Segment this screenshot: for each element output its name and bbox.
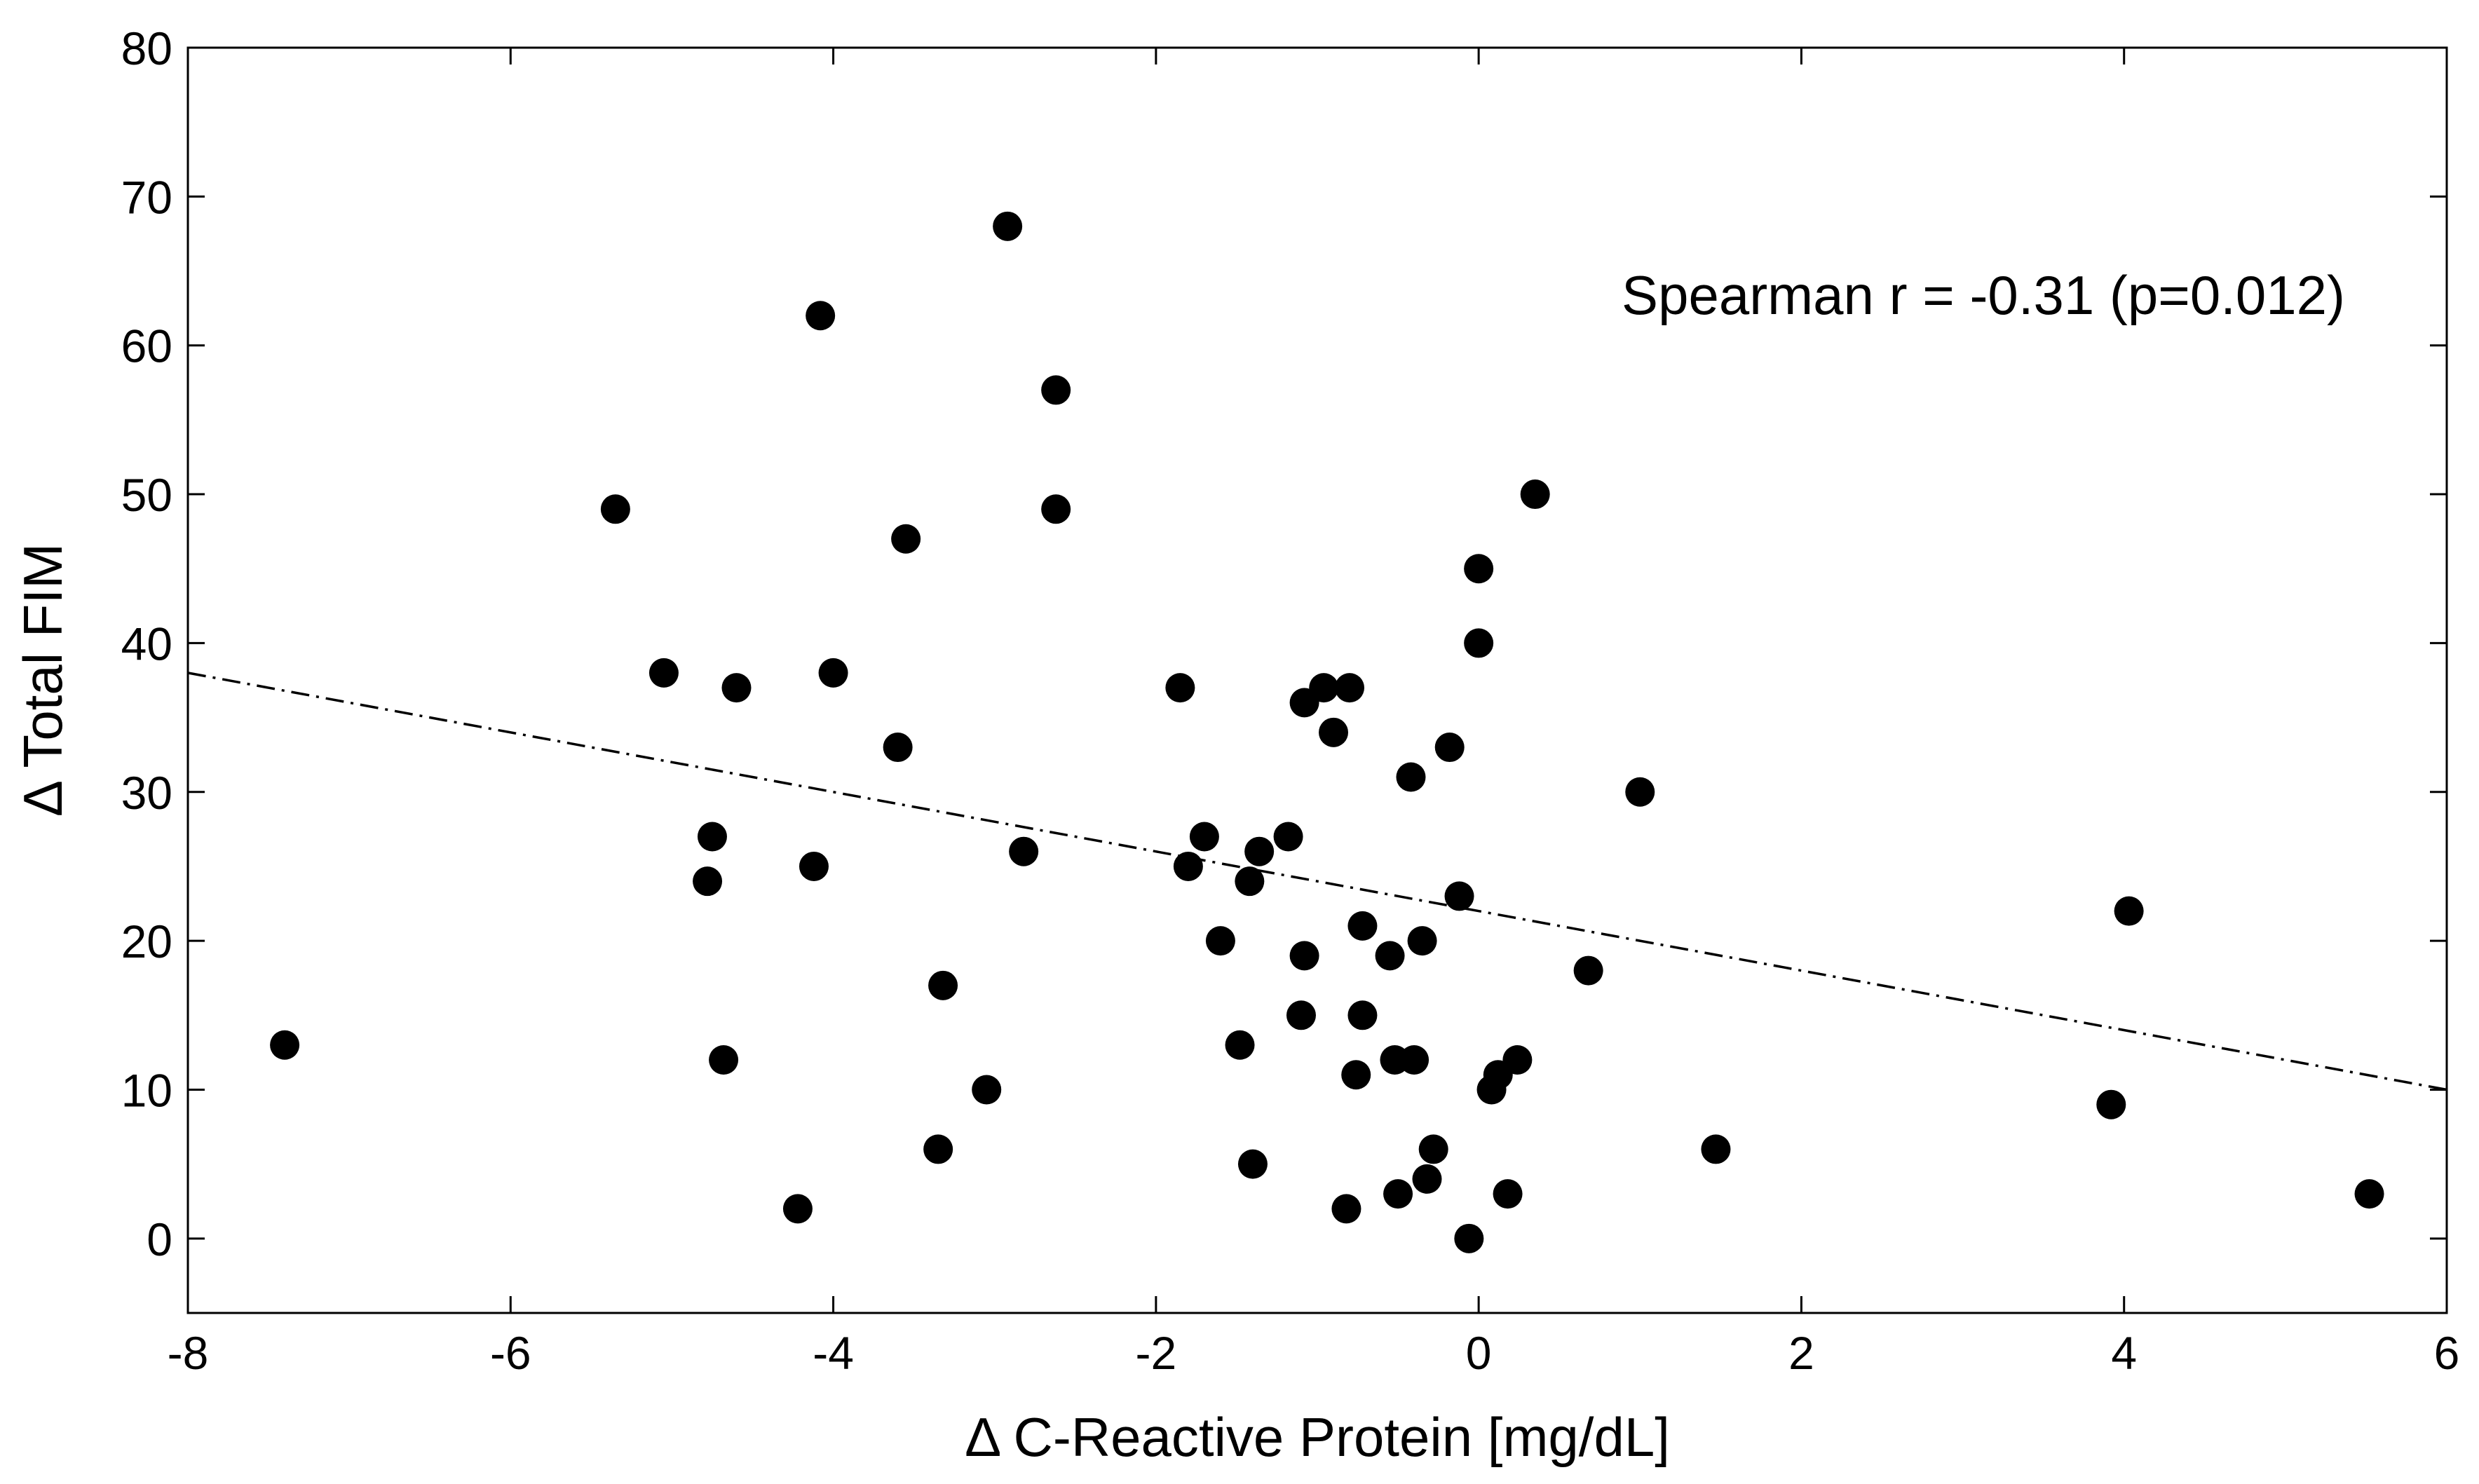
data-point	[1331, 1194, 1361, 1224]
data-point	[1444, 881, 1474, 911]
data-point	[721, 673, 752, 703]
data-point	[1407, 926, 1437, 956]
x-axis-label: Δ C-Reactive Protein [mg/dL]	[965, 1406, 1670, 1468]
data-point	[972, 1075, 1002, 1105]
data-point	[806, 301, 836, 331]
data-point	[2096, 1089, 2126, 1119]
data-point	[693, 866, 723, 897]
data-point	[1383, 1179, 1413, 1209]
data-point	[1244, 836, 1275, 866]
data-point	[1165, 673, 1195, 703]
data-point	[709, 1045, 739, 1075]
data-point	[1041, 494, 1071, 524]
data-point	[1418, 1134, 1448, 1164]
y-tick-label: 0	[147, 1213, 172, 1265]
data-point	[1502, 1045, 1533, 1075]
data-point	[697, 822, 727, 852]
data-point	[1396, 762, 1426, 792]
y-tick-label: 70	[121, 171, 172, 223]
data-point	[1335, 673, 1365, 703]
y-axis-label: Δ Total FIM	[12, 543, 74, 817]
data-point	[928, 970, 958, 1000]
data-points	[270, 211, 2384, 1253]
data-point	[1273, 822, 1303, 852]
data-point	[993, 211, 1023, 241]
data-point	[1341, 1060, 1371, 1090]
data-point	[2354, 1179, 2384, 1209]
x-tick-label: 4	[2111, 1327, 2137, 1379]
data-point	[600, 494, 630, 524]
y-tick-label: 60	[121, 320, 172, 372]
plot-frame	[186, 46, 2448, 1314]
x-tick-label: -8	[168, 1327, 209, 1379]
trend-line	[187, 672, 2447, 1091]
y-tick-label: 80	[121, 22, 172, 74]
data-point	[891, 524, 921, 554]
data-point	[923, 1134, 953, 1164]
data-point	[1464, 554, 1494, 584]
data-point	[1347, 911, 1378, 941]
x-tick-label: -6	[490, 1327, 531, 1379]
data-point	[1399, 1045, 1429, 1075]
data-point	[1189, 822, 1219, 852]
x-tick-label: -4	[813, 1327, 854, 1379]
correlation-annotation: Spearman r = -0.31 (p=0.012)	[1622, 264, 2345, 326]
x-tick-label: 6	[2434, 1327, 2460, 1379]
y-tick-label: 50	[121, 469, 172, 521]
data-point	[1289, 941, 1319, 971]
data-point	[1464, 628, 1494, 658]
x-tick-label: 0	[1466, 1327, 1492, 1379]
y-tick-label: 40	[121, 618, 172, 669]
data-point	[1237, 1149, 1268, 1179]
x-tick-label: -2	[1136, 1327, 1177, 1379]
data-point	[1573, 955, 1603, 986]
data-point	[818, 658, 848, 688]
data-point	[1319, 717, 1349, 747]
data-point	[1493, 1179, 1523, 1209]
y-tick-label: 30	[121, 767, 172, 819]
data-point	[1235, 866, 1265, 897]
data-point	[883, 733, 913, 763]
data-point	[1225, 1030, 1255, 1060]
data-point	[1309, 673, 1339, 703]
data-point	[1347, 1000, 1378, 1030]
data-point	[1625, 777, 1655, 807]
data-point	[799, 851, 829, 881]
data-point	[1701, 1134, 1731, 1164]
data-point	[270, 1030, 300, 1060]
axis-ticks	[186, 46, 2448, 1313]
data-point	[1454, 1223, 1484, 1253]
data-point	[1520, 479, 1550, 510]
data-point	[1375, 941, 1405, 971]
data-point	[1173, 851, 1203, 881]
data-point	[1434, 733, 1465, 763]
data-point	[648, 658, 679, 688]
data-point	[1009, 836, 1039, 866]
data-point	[1205, 926, 1235, 956]
x-tick-label: 2	[1788, 1327, 1814, 1379]
data-point	[782, 1194, 813, 1224]
data-point	[2114, 896, 2144, 926]
y-tick-label: 10	[121, 1064, 172, 1116]
data-point	[1041, 375, 1071, 405]
data-point	[1412, 1164, 1442, 1194]
data-point	[1286, 1000, 1316, 1030]
y-tick-label: 20	[121, 915, 172, 967]
